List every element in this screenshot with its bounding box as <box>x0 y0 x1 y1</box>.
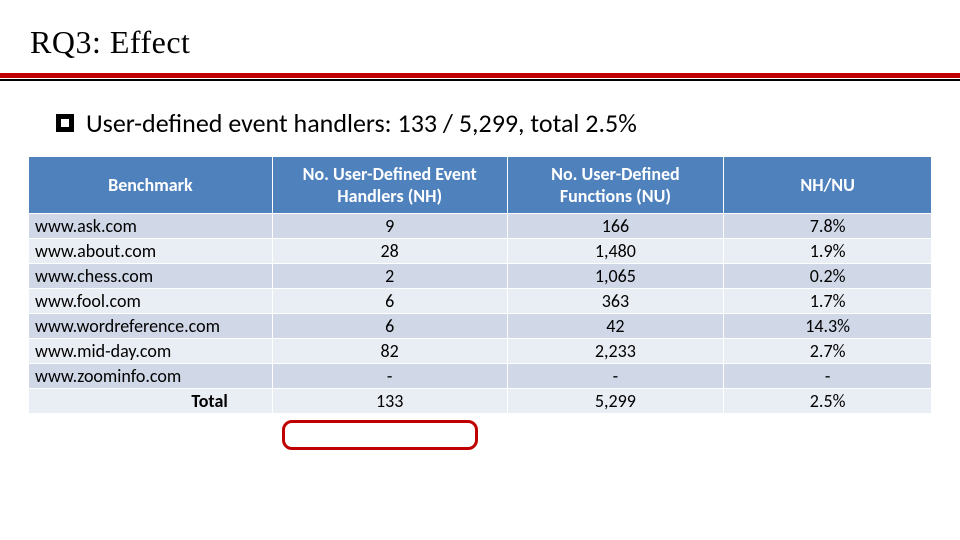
cell: www.wordreference.com <box>29 314 273 339</box>
cell-total-label: Total <box>29 389 273 414</box>
bullet-line: User-defined event handlers: 133 / 5,299… <box>0 81 960 157</box>
cell: www.chess.com <box>29 264 273 289</box>
cell: 1,065 <box>507 264 724 289</box>
cell: www.zoominfo.com <box>29 364 273 389</box>
table-total-row: Total 133 5,299 2.5% <box>29 389 932 414</box>
bullet-text: User-defined event handlers: 133 / 5,299… <box>86 107 637 139</box>
slide: RQ3: Effect User-defined event handlers:… <box>0 0 960 540</box>
title-wrap: RQ3: Effect <box>0 24 960 67</box>
cell: 7.8% <box>724 214 932 239</box>
underline-red <box>0 73 960 78</box>
cell: www.ask.com <box>29 214 273 239</box>
cell: 42 <box>507 314 724 339</box>
cell: www.mid-day.com <box>29 339 273 364</box>
highlight-box <box>282 420 478 450</box>
cell: www.about.com <box>29 239 273 264</box>
table-row: www.fool.com 6 363 1.7% <box>29 289 932 314</box>
table-body: www.ask.com 9 166 7.8% www.about.com 28 … <box>29 214 932 414</box>
cell: 0.2% <box>724 264 932 289</box>
cell: 6 <box>272 314 507 339</box>
cell: 2,233 <box>507 339 724 364</box>
cell: 9 <box>272 214 507 239</box>
cell: - <box>507 364 724 389</box>
cell-total-nh: 133 <box>272 389 507 414</box>
col-header-nh: No. User-Defined Event Handlers (NH) <box>272 157 507 214</box>
cell: 14.3% <box>724 314 932 339</box>
cell: 2 <box>272 264 507 289</box>
col-header-nu: No. User-Defined Functions (NU) <box>507 157 724 214</box>
cell: 82 <box>272 339 507 364</box>
cell: - <box>272 364 507 389</box>
cell: 28 <box>272 239 507 264</box>
table-row: www.wordreference.com 6 42 14.3% <box>29 314 932 339</box>
cell: 1.7% <box>724 289 932 314</box>
table-row: www.ask.com 9 166 7.8% <box>29 214 932 239</box>
table-row: www.zoominfo.com - - - <box>29 364 932 389</box>
cell: 363 <box>507 289 724 314</box>
slide-title: RQ3: Effect <box>30 24 930 61</box>
cell: 166 <box>507 214 724 239</box>
table-wrap: Benchmark No. User-Defined Event Handler… <box>0 157 960 414</box>
col-header-benchmark: Benchmark <box>29 157 273 214</box>
cell: 1.9% <box>724 239 932 264</box>
cell: - <box>724 364 932 389</box>
cell-total-nu: 5,299 <box>507 389 724 414</box>
title-underline <box>0 73 960 81</box>
table-row: www.mid-day.com 82 2,233 2.7% <box>29 339 932 364</box>
cell: 2.7% <box>724 339 932 364</box>
cell: 6 <box>272 289 507 314</box>
benchmark-table: Benchmark No. User-Defined Event Handler… <box>28 157 932 414</box>
table-header-row: Benchmark No. User-Defined Event Handler… <box>29 157 932 214</box>
col-header-ratio: NH/NU <box>724 157 932 214</box>
table-row: www.chess.com 2 1,065 0.2% <box>29 264 932 289</box>
cell: www.fool.com <box>29 289 273 314</box>
table-row: www.about.com 28 1,480 1.9% <box>29 239 932 264</box>
cell-total-ratio: 2.5% <box>724 389 932 414</box>
cell: 1,480 <box>507 239 724 264</box>
square-bullet-icon <box>56 114 74 132</box>
